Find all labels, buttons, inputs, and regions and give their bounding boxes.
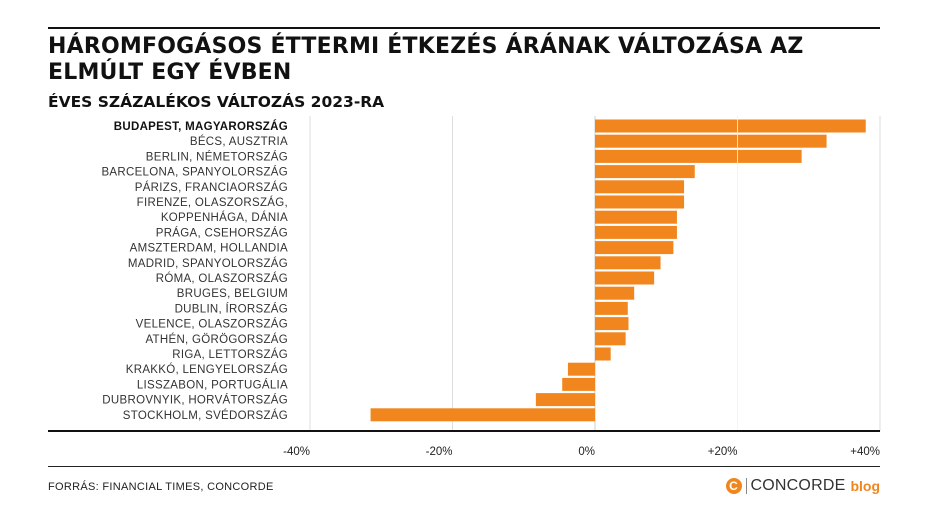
bar: [595, 271, 655, 285]
category-label: KRAKKÓ, LENGYELORSZÁG: [126, 363, 288, 376]
top-rule: [48, 27, 880, 29]
category-label: MADRID, SPANYOLORSZÁG: [128, 257, 288, 270]
category-label: RIGA, LETTORSZÁG: [172, 348, 288, 361]
bar: [595, 301, 628, 315]
tick-label: -40%: [283, 446, 310, 458]
category-label: BRUGES, BELGIUM: [177, 288, 288, 300]
chart-title: HÁROMFOGÁSOS ÉTTERMI ÉTKEZÉS ÁRÁNAK VÁLT…: [48, 34, 804, 85]
category-label: PÁRIZS, FRANCIAORSZÁG: [135, 181, 288, 194]
category-label: BERLIN, NÉMETORSZÁG: [146, 150, 288, 163]
category-label: VELENCE, OLASZORSZÁG: [136, 318, 288, 331]
tick-label: +40%: [850, 446, 880, 458]
category-label: KOPPENHÁGA, DÁNIA: [161, 211, 288, 224]
bar: [595, 256, 661, 270]
tick-label: -20%: [426, 446, 453, 458]
category-label: FIRENZE, OLASZORSZÁG,: [137, 196, 288, 209]
bar: [562, 377, 595, 391]
bar: [595, 241, 674, 255]
bar: [595, 286, 635, 300]
category-label: STOCKHOLM, SVÉDORSZÁG: [123, 409, 288, 422]
brand-divider: [745, 478, 747, 494]
category-label: BARCELONA, SPANYOLORSZÁG: [101, 166, 288, 179]
bar: [595, 180, 685, 194]
category-label: BUDAPEST, MAGYARORSZÁG: [114, 120, 288, 133]
concorde-logo-icon: C: [725, 478, 742, 494]
category-label: AMSZTERDAM, HOLLANDIA: [130, 243, 288, 255]
bottom-rule: [48, 466, 880, 467]
source-note: FORRÁS: FINANCIAL TIMES, CONCORDE: [48, 481, 274, 493]
bar: [595, 210, 677, 224]
bar: [595, 225, 677, 239]
bar: [595, 119, 866, 133]
category-label: ATHÉN, GÖRÖGORSZÁG: [145, 333, 288, 346]
category-label: DUBROVNYIK, HORVÁTORSZÁG: [102, 394, 288, 407]
bar: [595, 149, 802, 163]
bar: [595, 195, 685, 209]
category-label: BÉCS, AUSZTRIA: [190, 135, 288, 148]
tick-label: 0%: [578, 446, 595, 458]
brand-suffix: blog: [850, 478, 880, 494]
brand-logo: C CONCORDE blog: [725, 476, 880, 496]
bar: [567, 362, 595, 376]
bar: [595, 165, 695, 179]
category-label: PRÁGA, CSEHORSZÁG: [156, 226, 288, 239]
bar: [595, 134, 827, 148]
category-label: LISSZABON, PORTUGÁLIA: [137, 378, 288, 391]
category-label: DUBLIN, ÍRORSZÁG: [175, 302, 288, 315]
brand-name: CONCORDE: [750, 477, 846, 494]
bar: [370, 408, 595, 422]
tick-label: +20%: [708, 446, 738, 458]
chart-subtitle: ÉVES SZÁZALÉKOS VÁLTOZÁS 2023-RA: [48, 93, 385, 111]
bar: [595, 332, 626, 346]
category-label: RÓMA, OLASZORSZÁG: [156, 272, 288, 285]
bar: [535, 393, 595, 407]
bar: [595, 347, 611, 361]
bar: [595, 317, 629, 331]
